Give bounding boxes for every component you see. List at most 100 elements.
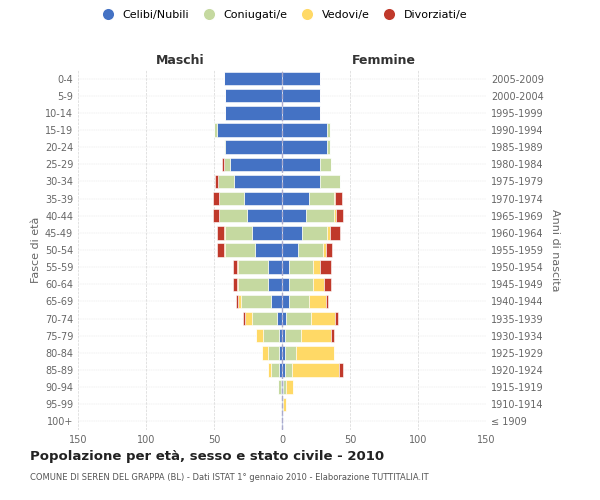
Bar (225, 140, 282, 154)
Bar (334, 192, 335, 205)
Bar (255, 244, 282, 256)
Bar (282, 192, 309, 205)
Bar (302, 226, 327, 239)
Bar (320, 174, 340, 188)
Bar (324, 278, 331, 291)
Bar (238, 294, 241, 308)
Y-axis label: Fasce di età: Fasce di età (31, 217, 41, 283)
Bar (238, 260, 268, 274)
Bar (282, 380, 283, 394)
Bar (286, 380, 293, 394)
Bar (282, 174, 320, 188)
Bar (292, 364, 339, 376)
Bar (212, 192, 220, 205)
Bar (224, 244, 225, 256)
Bar (283, 380, 286, 394)
Bar (238, 278, 268, 291)
Bar (327, 226, 329, 239)
Bar (225, 244, 255, 256)
Bar (224, 226, 225, 239)
Bar (268, 346, 279, 360)
Bar (282, 329, 285, 342)
Text: Maschi: Maschi (155, 54, 205, 68)
Bar (335, 192, 342, 205)
Bar (241, 294, 271, 308)
Bar (289, 260, 313, 274)
Bar (286, 312, 311, 326)
Bar (326, 294, 328, 308)
Bar (222, 158, 224, 171)
Legend: Celibi/Nubili, Coniugati/e, Vedovi/e, Divorziati/e: Celibi/Nubili, Coniugati/e, Vedovi/e, Di… (92, 6, 472, 25)
Bar (282, 89, 320, 102)
Bar (245, 312, 252, 326)
Bar (337, 209, 343, 222)
Bar (279, 364, 282, 376)
Bar (252, 312, 277, 326)
Bar (282, 278, 289, 291)
Y-axis label: Anni di nascita: Anni di nascita (550, 209, 560, 291)
Bar (233, 278, 237, 291)
Bar (230, 158, 282, 171)
Bar (214, 124, 217, 136)
Bar (282, 312, 286, 326)
Bar (320, 158, 331, 171)
Bar (282, 260, 289, 274)
Bar (279, 346, 282, 360)
Bar (285, 364, 292, 376)
Bar (277, 312, 282, 326)
Bar (282, 226, 302, 239)
Bar (282, 364, 285, 376)
Bar (329, 226, 340, 239)
Bar (271, 294, 282, 308)
Bar (278, 380, 281, 394)
Bar (282, 346, 285, 360)
Bar (224, 72, 282, 86)
Bar (298, 244, 323, 256)
Bar (282, 158, 320, 171)
Bar (327, 124, 329, 136)
Bar (263, 329, 279, 342)
Bar (313, 278, 324, 291)
Text: Femmine: Femmine (352, 54, 416, 68)
Bar (220, 192, 244, 205)
Bar (225, 106, 282, 120)
Bar (320, 260, 331, 274)
Bar (244, 192, 282, 205)
Bar (282, 72, 320, 86)
Bar (235, 174, 282, 188)
Bar (309, 192, 334, 205)
Bar (281, 398, 282, 411)
Bar (217, 226, 224, 239)
Bar (335, 312, 338, 326)
Bar (212, 209, 220, 222)
Bar (215, 174, 218, 188)
Bar (237, 260, 238, 274)
Bar (309, 294, 326, 308)
Bar (313, 260, 320, 274)
Text: Popolazione per età, sesso e stato civile - 2010: Popolazione per età, sesso e stato civil… (30, 450, 384, 463)
Bar (225, 89, 282, 102)
Bar (282, 124, 327, 136)
Bar (289, 278, 313, 291)
Bar (323, 244, 326, 256)
Bar (326, 244, 332, 256)
Bar (268, 260, 282, 274)
Bar (268, 278, 282, 291)
Bar (225, 226, 252, 239)
Bar (271, 364, 279, 376)
Bar (268, 364, 271, 376)
Bar (217, 124, 282, 136)
Bar (224, 158, 230, 171)
Bar (282, 106, 320, 120)
Bar (327, 140, 329, 154)
Bar (334, 209, 337, 222)
Bar (289, 294, 309, 308)
Bar (220, 209, 247, 222)
Bar (301, 329, 331, 342)
Bar (252, 226, 282, 239)
Bar (282, 209, 307, 222)
Bar (279, 329, 282, 342)
Bar (247, 209, 282, 222)
Bar (233, 260, 237, 274)
Bar (282, 398, 283, 411)
